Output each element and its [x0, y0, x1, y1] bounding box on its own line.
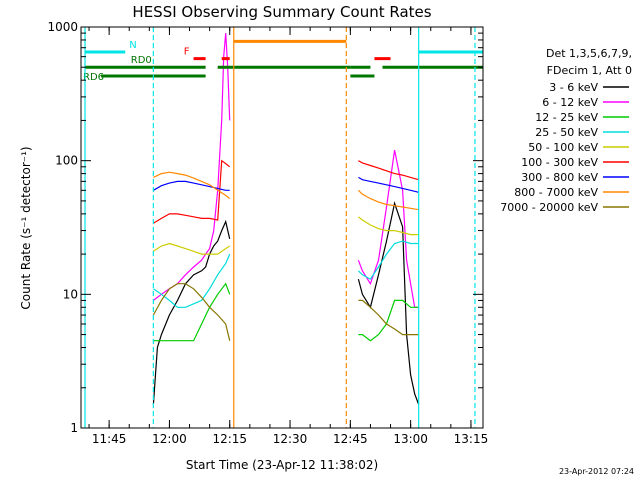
series-line-7000-20000-kev-1 — [152, 283, 231, 341]
legend-items: 3 - 6 keV 6 - 12 keV 12 - 25 keV 25 - 50 ke… — [500, 81, 629, 214]
x-tick-label-12-30: 12:30 — [273, 432, 308, 446]
x-axis-label: Start Time (23-Apr-12 11:38:02) — [186, 458, 378, 472]
series-line-3-6-kev-1 — [152, 219, 231, 405]
y-tick-label-1: 1 — [70, 421, 78, 435]
x-tick-label-11-45: 11:45 — [92, 432, 127, 446]
series-line-25-50-kev-1 — [153, 253, 231, 308]
x-tick-label-13-00: 13:00 — [393, 432, 428, 446]
timestamp: 23-Apr-2012 07:24 — [559, 467, 634, 476]
legend-label-100-300-kev: 100 - 300 keV — [521, 156, 598, 169]
x-tick-label-12-00: 12:00 — [152, 432, 187, 446]
y-tick-label-100: 100 — [55, 154, 78, 168]
axis-ticks-group: 11:45 12:00 12:15 12:30 12:45 13:00 13:15 1 10 10… — [47, 20, 488, 446]
legend-label-6-12-kev: 6 - 12 keV — [542, 96, 598, 109]
series-line-100-300-kev-1 — [153, 159, 231, 224]
status-label-f: F — [184, 47, 190, 58]
y-axis-label: Count Rate (s⁻¹ detector⁻¹) — [19, 146, 33, 309]
y-tick-label-10: 10 — [63, 287, 78, 301]
plot-frame — [80, 26, 484, 429]
legend: Det 1,3,5,6,7,9, FDecim 1, Att 0 3 - 6 k… — [500, 47, 632, 214]
series-line-800-7000-kev-1 — [153, 171, 231, 200]
legend-label-3-6-kev: 3 - 6 keV — [549, 81, 598, 94]
x-tick-label-13-15: 13:15 — [454, 432, 489, 446]
legend-label-25-50-kev: 25 - 50 keV — [535, 126, 598, 139]
series-line-50-100-kev-2 — [358, 216, 419, 236]
legend-header-line-2: FDecim 1, Att 0 — [547, 64, 632, 77]
legend-label-12-25-kev: 12 - 25 keV — [535, 111, 598, 124]
x-tick-label-12-45: 12:45 — [333, 432, 368, 446]
status-label-rd0: RD0 — [131, 55, 152, 66]
series-line-800-7000-kev-2 — [357, 189, 419, 211]
status-bars-group: N F RD0 RD6 — [83, 39, 483, 83]
status-label-n: N — [129, 40, 136, 51]
vertical-lines-group — [84, 27, 476, 428]
series-line-100-300-kev-2 — [358, 160, 419, 181]
legend-label-800-7000-kev: 800 - 7000 keV — [514, 186, 598, 199]
legend-label-50-100-kev: 50 - 100 keV — [528, 141, 598, 154]
legend-label-7000-20000-kev: 7000 - 20000 keV — [500, 201, 598, 214]
y-tick-label-1000: 1000 — [47, 20, 78, 34]
series-line-50-100-kev-1 — [153, 242, 231, 255]
series-line-12-25-kev-1 — [153, 282, 231, 342]
legend-header-line-1: Det 1,3,5,6,7,9, — [546, 47, 632, 60]
status-label-rd6: RD6 — [83, 72, 104, 83]
series-line-25-50-kev-2 — [357, 240, 419, 280]
chart-title: HESSI Observing Summary Count Rates — [132, 3, 431, 21]
plot-series-group — [152, 33, 420, 405]
series-line-6-12-kev-1 — [153, 33, 231, 301]
x-tick-label-12-15: 12:15 — [212, 432, 247, 446]
series-line-7000-20000-kev-2 — [358, 299, 419, 336]
series-line-300-800-kev-1 — [153, 180, 230, 191]
legend-label-300-800-kev: 300 - 800 keV — [521, 171, 598, 184]
series-line-6-12-kev-2 — [357, 149, 419, 308]
series-line-300-800-kev-2 — [358, 176, 419, 193]
series-line-3-6-kev-2 — [357, 201, 420, 405]
